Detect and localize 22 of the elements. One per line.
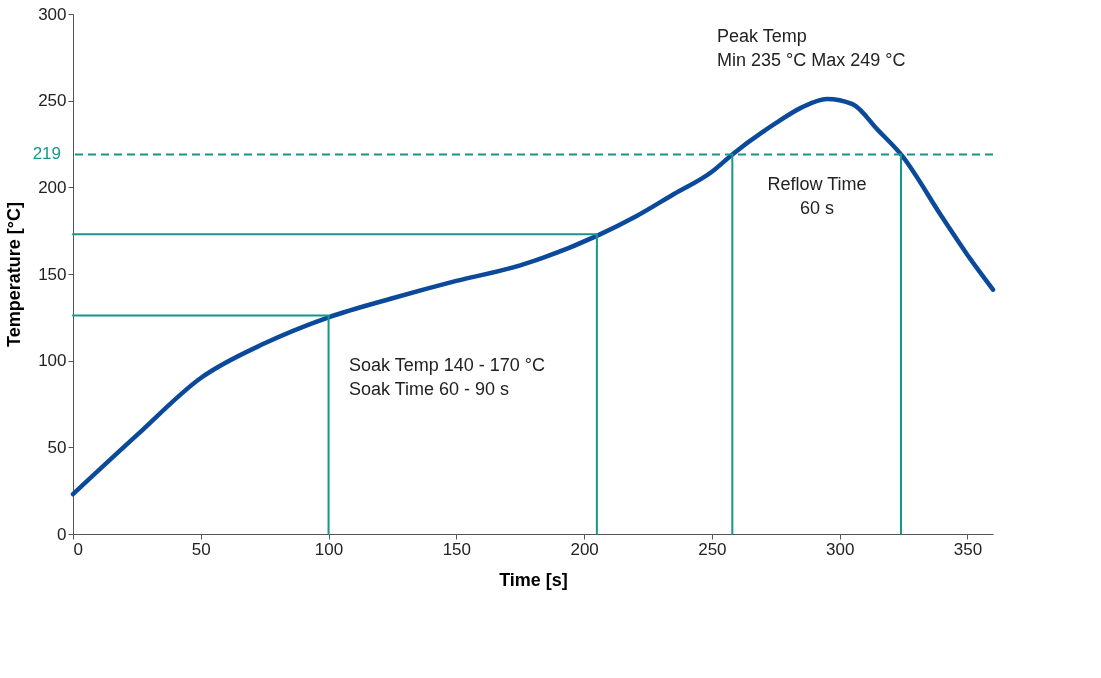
y-tick-label: 250 — [38, 91, 67, 111]
x-tick-label: 300 — [825, 539, 855, 559]
annotation: Peak Temp Min 235 °C Max 249 °C — [717, 26, 906, 70]
x-axis-title: Time [s] — [499, 569, 568, 590]
y-tick-label: 100 — [38, 351, 67, 371]
y-tick-label: 50 — [47, 437, 67, 457]
x-tick-label: 0 — [73, 539, 83, 559]
y-tick-label: 300 — [38, 4, 67, 24]
y-tick-label: 150 — [38, 264, 67, 284]
annotation: Soak Temp 140 - 170 °C Soak Time 60 - 90 s — [349, 355, 545, 399]
y-axis-title: Temperature [°C] — [4, 202, 25, 347]
x-tick-label: 150 — [442, 539, 472, 559]
x-tick-label: 100 — [314, 539, 344, 559]
y-tick-label: 0 — [57, 524, 67, 544]
x-tick-label: 250 — [698, 539, 727, 559]
x-tick-label: 50 — [191, 539, 211, 559]
annotation: Reflow Time 60 s — [767, 174, 867, 218]
x-tick-label: 350 — [953, 539, 983, 559]
y-tick-label: 200 — [38, 177, 67, 197]
ref-line-label: 219 — [32, 144, 61, 164]
x-tick-label: 200 — [570, 539, 599, 559]
line-series — [70, 96, 996, 497]
